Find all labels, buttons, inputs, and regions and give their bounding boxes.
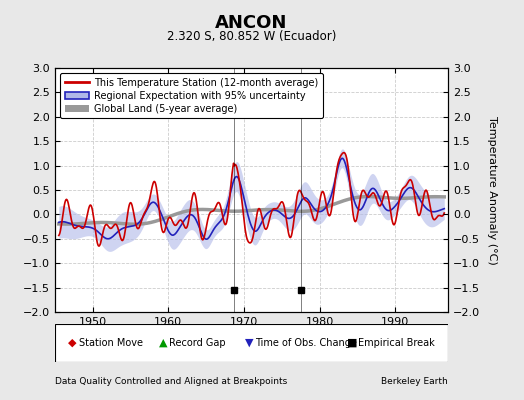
Text: Station Move: Station Move	[79, 338, 143, 348]
Text: Empirical Break: Empirical Break	[357, 338, 434, 348]
Text: ◆: ◆	[69, 338, 77, 348]
Text: ■: ■	[346, 338, 357, 348]
Text: ▼: ▼	[245, 338, 254, 348]
Text: ANCON: ANCON	[215, 14, 288, 32]
Text: ▲: ▲	[159, 338, 167, 348]
Text: Data Quality Controlled and Aligned at Breakpoints: Data Quality Controlled and Aligned at B…	[55, 378, 287, 386]
Y-axis label: Temperature Anomaly (°C): Temperature Anomaly (°C)	[487, 116, 497, 264]
Text: Record Gap: Record Gap	[169, 338, 226, 348]
FancyBboxPatch shape	[55, 324, 448, 362]
Text: Time of Obs. Change: Time of Obs. Change	[255, 338, 357, 348]
Text: 2.320 S, 80.852 W (Ecuador): 2.320 S, 80.852 W (Ecuador)	[167, 30, 336, 43]
Legend: This Temperature Station (12-month average), Regional Expectation with 95% uncer: This Temperature Station (12-month avera…	[60, 73, 323, 118]
Text: Berkeley Earth: Berkeley Earth	[381, 378, 448, 386]
